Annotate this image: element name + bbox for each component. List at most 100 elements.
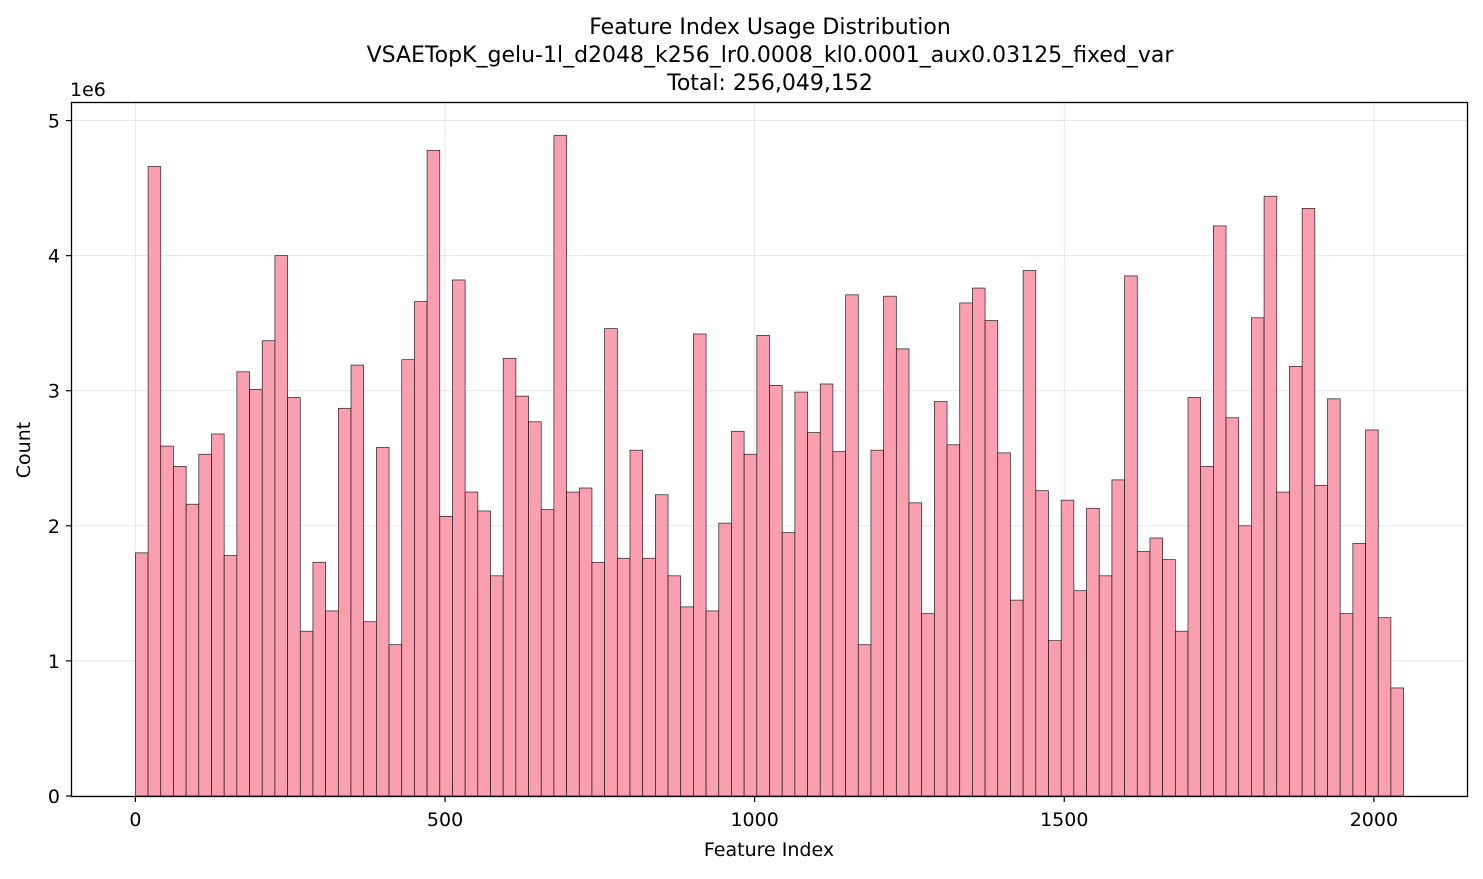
histogram-bar bbox=[426, 149, 441, 797]
histogram-bar bbox=[553, 135, 567, 797]
histogram-bar bbox=[363, 621, 377, 797]
y-tick-label: 4 bbox=[48, 246, 60, 268]
histogram-bar bbox=[1225, 417, 1240, 797]
histogram-bar bbox=[1060, 499, 1075, 797]
histogram-bar bbox=[616, 557, 631, 797]
histogram-bar bbox=[1327, 398, 1341, 797]
y-tick-label: 5 bbox=[48, 111, 60, 133]
histogram-bar bbox=[1073, 590, 1087, 797]
histogram-bar bbox=[870, 449, 884, 797]
histogram-bar bbox=[807, 432, 821, 797]
histogram-bar bbox=[1022, 270, 1037, 797]
histogram-bar bbox=[591, 561, 605, 797]
histogram-bar bbox=[1339, 613, 1354, 797]
histogram-bar bbox=[895, 348, 910, 797]
histogram-bar bbox=[135, 552, 149, 797]
histogram-bar bbox=[1149, 537, 1163, 797]
histogram-bar bbox=[972, 287, 986, 797]
histogram-bar bbox=[769, 384, 783, 797]
histogram-bar bbox=[337, 407, 352, 797]
histogram-bar bbox=[984, 320, 999, 797]
histogram-bar bbox=[794, 391, 808, 797]
histogram-bar bbox=[857, 644, 872, 797]
histogram-bar bbox=[1010, 599, 1024, 797]
histogram-bar bbox=[705, 610, 720, 797]
histogram-bar bbox=[1200, 466, 1214, 797]
histogram-bar bbox=[1174, 630, 1189, 797]
histogram-bar bbox=[921, 613, 935, 797]
histogram-bar bbox=[350, 364, 365, 797]
histogram-bar bbox=[261, 340, 276, 797]
histogram-bar bbox=[1086, 507, 1100, 797]
y-axis-label: Count bbox=[13, 422, 35, 478]
histogram-bar bbox=[604, 328, 618, 797]
histogram-bar bbox=[1251, 317, 1265, 797]
histogram-bar bbox=[528, 421, 542, 797]
histogram-bar bbox=[1276, 491, 1290, 797]
histogram-bar bbox=[236, 371, 250, 797]
histogram-bar bbox=[211, 433, 225, 797]
histogram-bar bbox=[959, 302, 973, 797]
plot-frame bbox=[70, 101, 1469, 798]
histogram-bar bbox=[743, 453, 758, 797]
axis-ticks: 0 500 1000 1500 2000 0 1 2 3 4 5 bbox=[48, 111, 1398, 831]
histogram-bar bbox=[312, 561, 326, 797]
histogram-bar bbox=[502, 357, 517, 797]
bars bbox=[135, 135, 1404, 797]
histogram-bar bbox=[452, 279, 466, 797]
histogram-bar bbox=[655, 494, 669, 797]
histogram-bar bbox=[1098, 575, 1113, 797]
histogram-bar bbox=[1289, 366, 1303, 797]
histogram-bar bbox=[299, 630, 314, 797]
histogram-bar bbox=[908, 502, 923, 797]
histogram-bar bbox=[1301, 208, 1316, 797]
histogram-bar bbox=[1111, 479, 1125, 797]
histogram-bar bbox=[667, 575, 682, 797]
histogram-bar bbox=[832, 451, 846, 797]
y-tick-label: 2 bbox=[48, 516, 60, 538]
histogram-bar bbox=[1263, 195, 1278, 797]
histogram-bar bbox=[414, 301, 428, 797]
histogram-bar bbox=[160, 445, 174, 797]
histogram-bar bbox=[781, 532, 796, 797]
y-tick-label: 3 bbox=[48, 381, 60, 403]
histogram-bar bbox=[997, 452, 1011, 797]
histogram-bar bbox=[819, 383, 834, 797]
x-tick-label: 0 bbox=[129, 809, 141, 831]
histogram-bar bbox=[845, 294, 859, 797]
histogram-bar bbox=[147, 166, 162, 797]
histogram-bar bbox=[287, 397, 301, 797]
histogram-bar bbox=[1238, 525, 1252, 797]
histogram-bar bbox=[249, 389, 263, 797]
histogram-bar bbox=[731, 430, 745, 797]
histogram-bar bbox=[198, 453, 212, 797]
histogram-bar bbox=[1124, 275, 1138, 797]
histogram-bar bbox=[934, 401, 948, 797]
histogram-bar bbox=[223, 555, 238, 797]
x-tick-label: 500 bbox=[427, 809, 463, 831]
histogram-bar bbox=[173, 466, 187, 797]
x-tick-label: 1000 bbox=[730, 809, 778, 831]
histogram-bar bbox=[477, 510, 491, 797]
histogram-bar bbox=[515, 395, 529, 797]
histogram-bar bbox=[1035, 490, 1049, 797]
chart-subtitle: VSAETopK_gelu-1l_d2048_k256_lr0.0008_kl0… bbox=[367, 43, 1175, 68]
x-tick-label: 2000 bbox=[1350, 809, 1398, 831]
chart-total-label: Total: 256,049,152 bbox=[666, 71, 873, 96]
histogram-bar bbox=[693, 333, 707, 797]
x-tick-label: 1500 bbox=[1040, 809, 1088, 831]
histogram-bar bbox=[946, 444, 961, 797]
histogram-bar bbox=[388, 644, 403, 797]
histogram-bar bbox=[1377, 617, 1392, 797]
histogram-bar bbox=[642, 557, 656, 797]
histogram-bar bbox=[578, 487, 593, 797]
histogram-bar bbox=[274, 255, 288, 797]
histogram-bar bbox=[1187, 397, 1202, 797]
histogram-bar bbox=[566, 491, 580, 797]
histogram-bar bbox=[1314, 484, 1328, 797]
x-axis-label: Feature Index bbox=[704, 839, 834, 861]
histogram-bar bbox=[1390, 687, 1404, 797]
chart-title: Feature Index Usage Distribution bbox=[589, 15, 951, 40]
